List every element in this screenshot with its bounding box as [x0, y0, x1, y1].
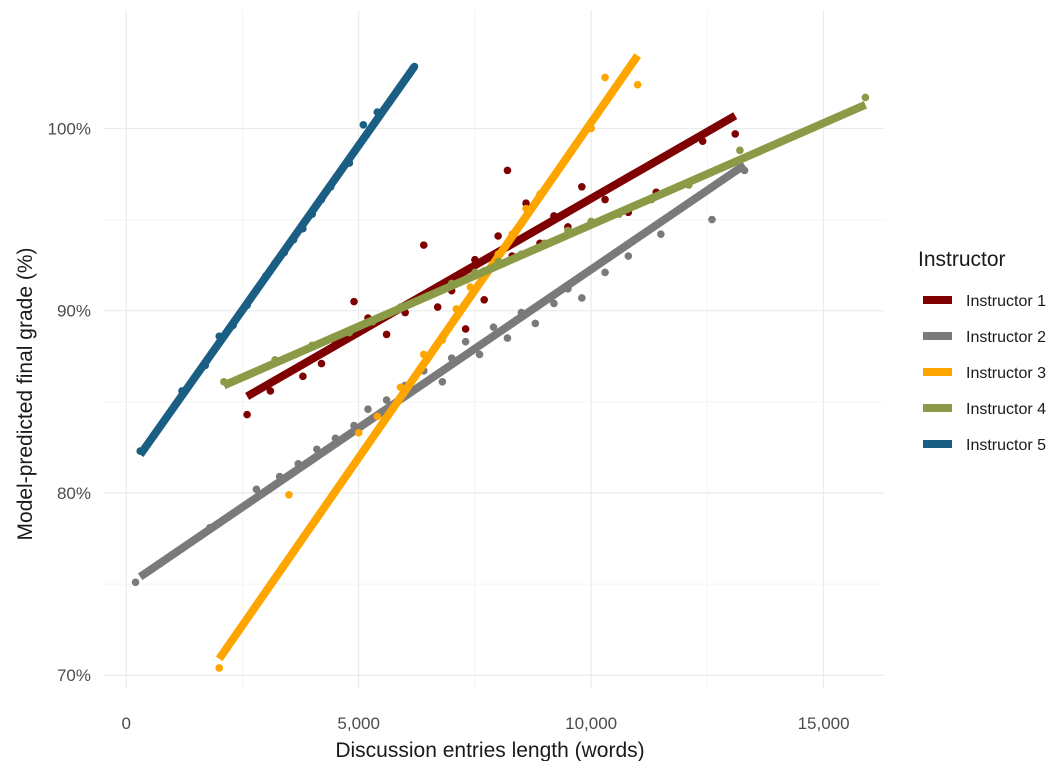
data-point	[359, 121, 368, 129]
data-point	[438, 378, 447, 386]
data-point	[131, 578, 140, 587]
legend: Instructor Instructor 1 Instructor 2 Instr…	[918, 248, 1046, 454]
data-point	[373, 412, 382, 421]
data-point	[633, 80, 642, 89]
data-point	[503, 166, 512, 175]
gridlines	[103, 10, 884, 688]
regression-line	[245, 112, 738, 400]
data-point	[461, 337, 470, 346]
data-point	[736, 146, 744, 155]
legend-label: Instructor 1	[966, 293, 1046, 310]
x-axis-title: Discussion entries length (words)	[335, 739, 644, 761]
y-tick-label: 80%	[57, 484, 91, 503]
y-tick-label: 70%	[57, 666, 91, 685]
data-point	[480, 295, 489, 304]
legend-label: Instructor 4	[966, 401, 1046, 418]
data-point	[601, 268, 609, 277]
data-point	[382, 396, 391, 404]
data-point	[550, 299, 558, 308]
data-point	[494, 232, 502, 240]
data-point	[578, 182, 586, 191]
legend-title: Instructor	[918, 248, 1006, 271]
series-2	[131, 161, 749, 587]
legend-label: Instructor 5	[966, 437, 1046, 454]
data-point	[461, 325, 470, 333]
data-point	[299, 372, 307, 381]
data-point	[382, 330, 391, 339]
x-axis-ticks: 0 5,000 10,000 15,000	[122, 714, 850, 733]
data-point	[531, 319, 540, 328]
data-point	[522, 199, 530, 207]
series-5	[136, 62, 419, 458]
data-point	[624, 252, 633, 260]
regression-line	[137, 161, 747, 581]
data-point	[285, 491, 293, 499]
data-point	[266, 387, 275, 395]
series-4	[220, 93, 870, 390]
regression-line	[136, 64, 418, 458]
plot-panel	[103, 10, 884, 688]
series-3	[215, 53, 642, 672]
y-tick-label: 100%	[48, 119, 91, 138]
x-tick-label: 5,000	[337, 714, 380, 733]
data-point	[252, 485, 261, 494]
data-point	[601, 195, 609, 204]
legend-label: Instructor 3	[966, 365, 1046, 382]
legend-label: Instructor 2	[966, 329, 1046, 346]
data-point	[317, 359, 326, 368]
y-axis-ticks: 70% 80% 90% 100%	[48, 119, 91, 685]
data-point	[861, 93, 870, 102]
data-point	[364, 405, 372, 413]
data-point	[350, 297, 358, 306]
data-point	[708, 215, 716, 224]
data-point	[601, 73, 609, 82]
data-point	[433, 303, 442, 311]
x-tick-label: 15,000	[798, 714, 850, 733]
data-point	[578, 294, 586, 302]
data-point	[489, 323, 498, 331]
data-point	[215, 664, 224, 672]
data-point	[243, 410, 251, 419]
data-point	[354, 429, 363, 437]
regression-line	[222, 101, 868, 390]
data-point	[419, 241, 428, 249]
x-tick-label: 0	[122, 714, 131, 733]
y-tick-label: 90%	[57, 302, 91, 321]
x-tick-label: 10,000	[565, 714, 617, 733]
data-point	[731, 130, 740, 138]
regression-line	[215, 53, 641, 662]
y-axis-title: Model-predicted final grade (%)	[14, 248, 37, 541]
data-point	[503, 334, 512, 342]
data-point	[475, 350, 484, 359]
series-layer	[131, 53, 870, 672]
data-point	[657, 230, 665, 238]
